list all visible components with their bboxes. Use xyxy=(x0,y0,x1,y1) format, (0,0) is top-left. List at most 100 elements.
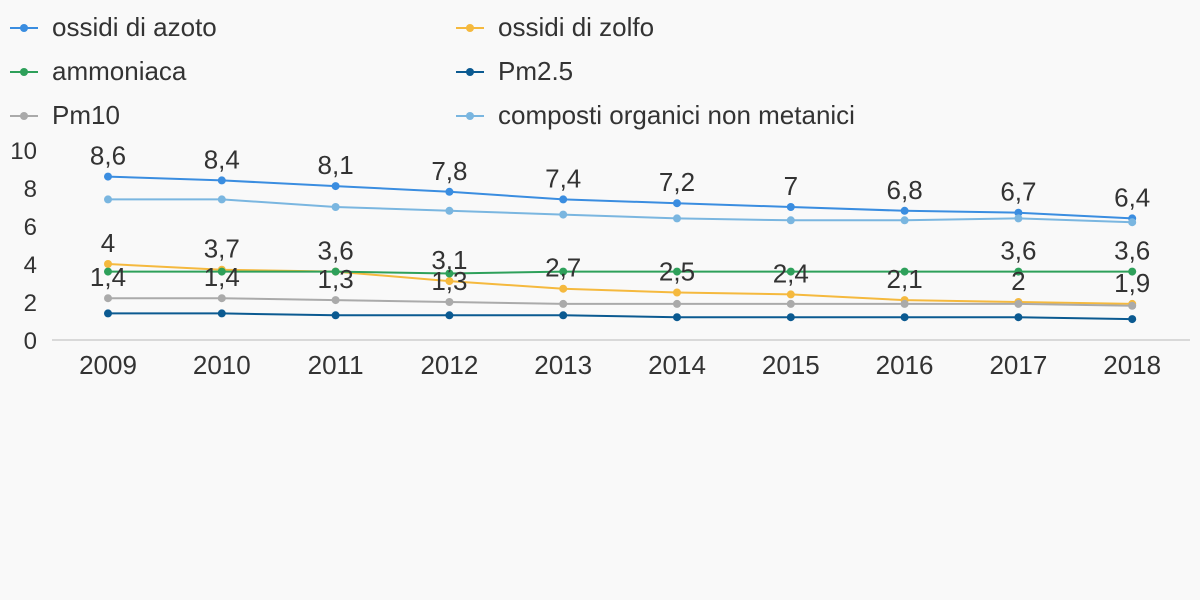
data-point xyxy=(217,195,226,204)
legend-swatch-marker xyxy=(466,68,474,76)
data-label: 1,4 xyxy=(204,262,240,292)
data-point xyxy=(900,267,909,276)
legend-label: ossidi di azoto xyxy=(52,12,217,42)
data-label: 1,3 xyxy=(318,264,354,294)
data-point xyxy=(331,267,340,276)
data-point xyxy=(900,206,909,215)
data-label: 3,6 xyxy=(1114,236,1150,266)
legend: ossidi di azoto ossidi di zolfo ammoniaca P… xyxy=(10,12,855,130)
data-point xyxy=(786,267,795,276)
y-tick-label: 4 xyxy=(24,252,37,279)
data-label: 1,3 xyxy=(431,266,467,296)
data-point xyxy=(331,203,340,211)
x-tick-label: 2016 xyxy=(876,350,934,380)
legend-swatch-marker xyxy=(466,24,474,32)
x-tick-label: 2015 xyxy=(762,350,820,380)
series-line xyxy=(108,198,1133,224)
data-point xyxy=(1014,313,1023,322)
legend-swatch-marker xyxy=(20,68,28,76)
data-point xyxy=(445,187,454,196)
data-point xyxy=(1128,315,1137,324)
data-label: 7,8 xyxy=(431,156,467,186)
data-label: 6,8 xyxy=(887,175,923,205)
legend-label: ammoniaca xyxy=(52,56,187,86)
data-labels: 8,6 8,4 8,1 7,8 7,4 7,2 7 6,8 6,7 6,4 4 3,7 3,6 3,1 2,… xyxy=(90,141,1150,298)
x-tick-label: 2014 xyxy=(648,350,706,380)
data-label: 7,2 xyxy=(659,167,695,197)
data-label: 8,4 xyxy=(204,144,240,174)
data-point xyxy=(217,267,226,276)
data-point xyxy=(786,299,795,308)
x-tick-label: 2012 xyxy=(420,350,478,380)
data-point xyxy=(673,267,681,276)
data-point xyxy=(104,172,112,181)
series-line xyxy=(108,312,1133,321)
legend-swatch-marker xyxy=(20,24,28,32)
data-point xyxy=(445,298,454,306)
data-point xyxy=(104,267,112,276)
data-label: 2,4 xyxy=(773,258,809,288)
series-composti-organici-non-metanici xyxy=(104,195,1137,227)
data-point xyxy=(559,311,568,320)
series-pm10 xyxy=(104,294,1137,310)
data-point xyxy=(1128,218,1137,227)
data-label: 3,1 xyxy=(431,245,467,275)
data-point xyxy=(559,210,568,219)
y-tick-label: 2 xyxy=(24,290,37,317)
series-ammoniaca xyxy=(104,267,1137,278)
data-point xyxy=(786,216,795,225)
data-point xyxy=(331,296,340,305)
data-label: 2,1 xyxy=(887,264,923,294)
data-point xyxy=(1128,267,1137,276)
data-point xyxy=(1128,301,1137,310)
data-point xyxy=(104,195,112,204)
data-point xyxy=(104,309,112,318)
y-tick-label: 10 xyxy=(10,138,37,165)
x-tick-label: 2018 xyxy=(1103,350,1161,380)
data-point xyxy=(673,214,681,223)
series-line xyxy=(108,297,1133,307)
data-label: 3,6 xyxy=(1000,236,1036,266)
data-label: 6,7 xyxy=(1000,177,1036,207)
data-label: 1,4 xyxy=(90,262,126,292)
data-point xyxy=(559,267,568,276)
series-pm2-5 xyxy=(104,309,1137,324)
series-line xyxy=(107,175,1133,220)
data-label: 6,4 xyxy=(1114,182,1150,212)
data-point xyxy=(673,313,681,322)
x-tick-label: 2013 xyxy=(534,350,592,380)
legend-label: ossidi di zolfo xyxy=(498,12,654,42)
series-ossidi-di-azoto xyxy=(104,172,1137,223)
data-point xyxy=(786,203,795,211)
data-point xyxy=(673,299,681,308)
y-tick-label: 8 xyxy=(24,176,37,203)
data-label: 3,7 xyxy=(204,234,240,264)
data-point xyxy=(217,176,226,185)
data-point xyxy=(1014,214,1023,223)
legend-swatch-marker xyxy=(466,112,474,120)
legend-swatch-marker xyxy=(20,112,28,120)
data-point xyxy=(217,294,226,303)
data-point xyxy=(1014,267,1023,276)
data-point xyxy=(900,216,909,225)
data-point xyxy=(673,199,681,208)
data-point xyxy=(786,313,795,322)
data-label: 7 xyxy=(784,171,798,201)
data-point xyxy=(445,269,454,278)
data-label: 7,4 xyxy=(545,163,581,193)
data-point xyxy=(331,182,340,191)
x-tick-label: 2017 xyxy=(989,350,1047,380)
data-label: 2,7 xyxy=(545,253,581,283)
data-point xyxy=(104,260,112,268)
data-point xyxy=(445,277,454,286)
data-label: 8,1 xyxy=(318,150,354,180)
data-point xyxy=(559,195,568,204)
data-label: 2 xyxy=(1011,266,1025,296)
x-tick-label: 2010 xyxy=(193,350,251,380)
data-point xyxy=(673,288,681,297)
data-label: 2,5 xyxy=(659,257,695,287)
y-axis: 0 2 4 6 8 10 xyxy=(10,138,37,355)
data-label: 4 xyxy=(101,228,115,258)
data-point xyxy=(104,294,112,303)
